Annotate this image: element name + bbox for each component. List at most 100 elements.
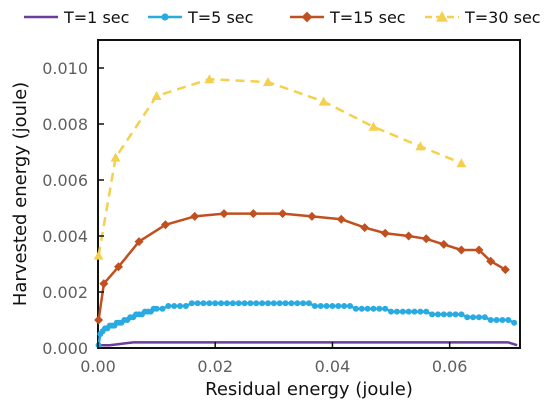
data-point [500, 265, 510, 275]
legend: T=1 sec T=5 sec T=15 sec T=30 sec [24, 8, 541, 27]
data-point [499, 317, 506, 323]
data-point [360, 223, 370, 233]
data-point [307, 211, 317, 221]
data-point [99, 279, 109, 289]
data-point [475, 314, 482, 321]
data-point [259, 300, 266, 307]
data-point [336, 214, 346, 224]
data-point [278, 209, 288, 219]
y-tick-label: 0.010 [42, 59, 88, 78]
data-point [276, 300, 283, 307]
data-point [404, 231, 414, 241]
data-point [248, 209, 258, 219]
legend-item: T=15 sec [290, 8, 406, 27]
data-point [323, 303, 330, 309]
data-point [190, 211, 200, 221]
plot-frame [97, 39, 521, 349]
data-point [370, 305, 377, 312]
data-point [194, 300, 201, 307]
data-point [318, 96, 329, 106]
data-point [446, 311, 453, 318]
data-point [423, 308, 430, 315]
y-axis-title: Harvested energy (joule) [10, 82, 31, 306]
data-point [439, 239, 449, 249]
data-point [411, 308, 418, 315]
data-point [382, 305, 389, 312]
data-point [456, 158, 467, 168]
series-t-15-sec [94, 209, 510, 325]
data-point [134, 237, 144, 247]
data-point [241, 300, 248, 307]
data-point [481, 314, 488, 321]
data-point [153, 305, 160, 312]
data-point [171, 303, 178, 309]
data-point [212, 300, 219, 307]
data-point [270, 300, 277, 307]
data-point [434, 311, 441, 318]
data-point [223, 300, 230, 307]
y-tick-label: 0.000 [42, 339, 88, 358]
data-point [436, 11, 448, 22]
data-point [317, 303, 324, 309]
data-point [417, 308, 424, 315]
data-point [452, 311, 459, 318]
data-point [421, 234, 431, 244]
data-point [247, 300, 254, 307]
x-axis-ticks: 0.00 0.02 0.04 0.06 [80, 342, 467, 376]
data-point [200, 300, 207, 307]
series-layer [93, 74, 518, 349]
data-point [458, 311, 465, 318]
data-point [218, 300, 225, 307]
data-point [486, 256, 496, 266]
legend-label: T=30 sec [464, 8, 541, 27]
data-point [474, 245, 484, 255]
data-point [159, 305, 166, 312]
data-point [470, 314, 477, 321]
data-point [229, 300, 236, 307]
x-tick-label: 0.02 [197, 357, 233, 376]
data-point [456, 245, 466, 255]
data-point [335, 303, 342, 309]
series-line [97, 77, 462, 256]
data-point [110, 152, 121, 162]
data-point [415, 141, 426, 151]
data-point [253, 300, 260, 307]
legend-item: T=30 sec [425, 8, 541, 27]
series-t-1-sec [97, 341, 518, 349]
data-point [93, 250, 104, 260]
data-point [440, 311, 447, 318]
data-point [358, 305, 365, 312]
y-tick-label: 0.004 [42, 227, 88, 246]
data-point [160, 220, 170, 230]
data-point [204, 74, 215, 84]
data-point [94, 315, 104, 325]
data-point [352, 305, 359, 312]
data-point [405, 308, 412, 315]
data-point [114, 262, 124, 272]
data-point [464, 314, 471, 321]
data-point [182, 303, 189, 309]
legend-item: T=1 sec [24, 8, 129, 27]
data-point [364, 305, 371, 312]
data-point [151, 91, 162, 100]
data-point [177, 303, 184, 309]
data-point [493, 317, 500, 323]
data-point [399, 308, 406, 315]
legend-label: T=1 sec [63, 8, 129, 27]
data-point [329, 303, 336, 309]
legend-item: T=5 sec [148, 8, 253, 27]
x-tick-label: 0.06 [432, 357, 468, 376]
data-point [511, 319, 518, 326]
x-tick-label: 0.04 [315, 357, 351, 376]
data-point [311, 303, 318, 309]
data-point [219, 209, 229, 219]
data-point [288, 300, 295, 307]
data-point [429, 311, 436, 318]
data-point [161, 13, 169, 21]
data-point [282, 300, 289, 307]
data-point [306, 300, 312, 307]
y-tick-label: 0.002 [42, 283, 88, 302]
data-point [294, 300, 301, 307]
